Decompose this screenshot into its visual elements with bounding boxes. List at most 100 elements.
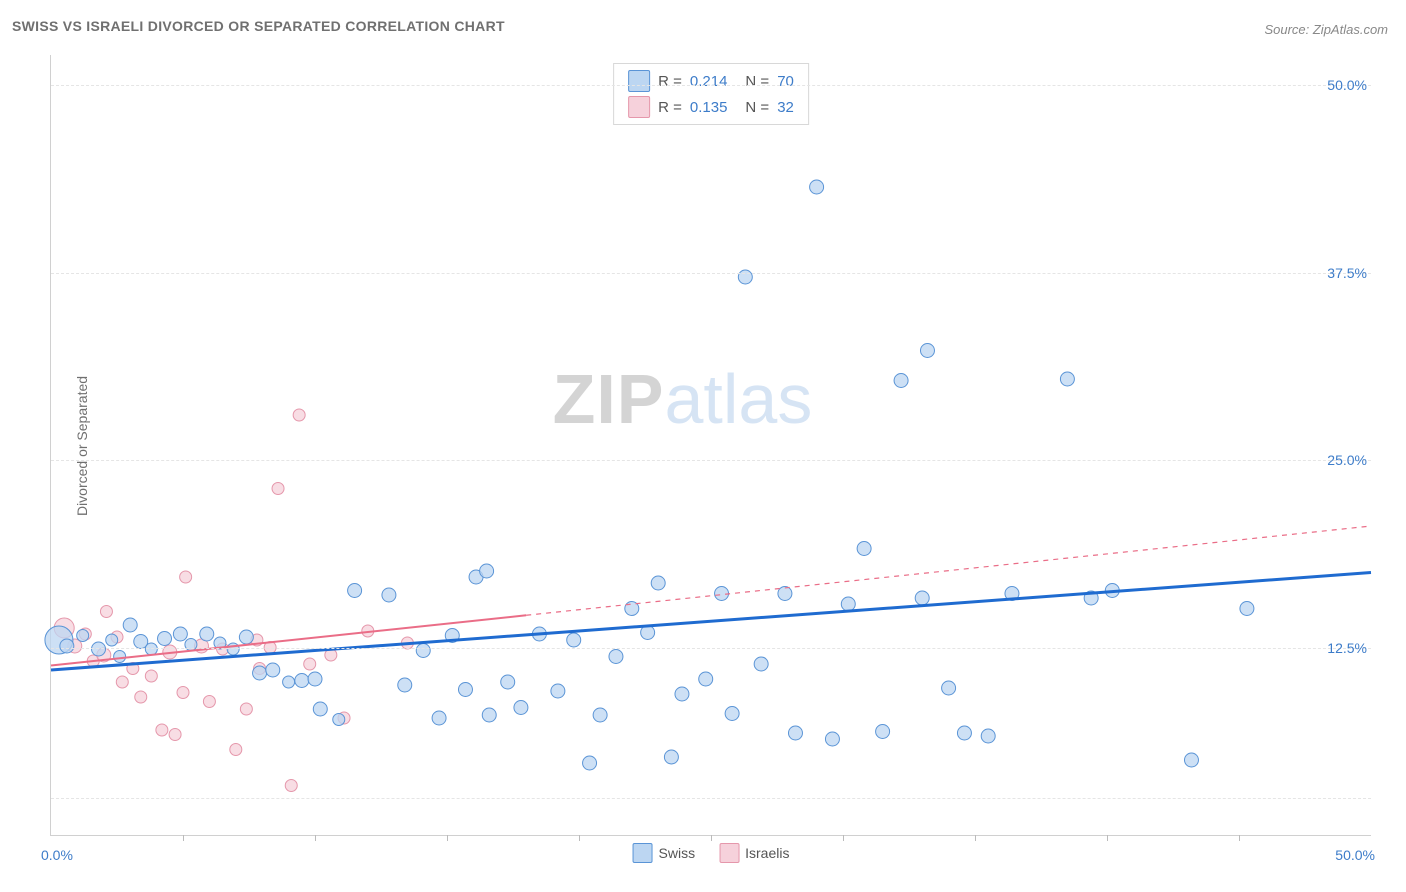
stat-r-label: R = <box>658 99 682 116</box>
stats-row-israelis: R = 0.135 N = 32 <box>628 94 794 120</box>
stats-legend: R = 0.214 N = 70 R = 0.135 N = 32 <box>613 63 809 125</box>
stat-r-israelis: 0.135 <box>690 99 728 116</box>
bubble <box>116 676 128 688</box>
legend-label-israelis: Israelis <box>745 845 789 861</box>
bubble <box>810 180 824 194</box>
bubble <box>203 696 215 708</box>
gridline <box>51 648 1371 649</box>
bubble <box>609 650 623 664</box>
bubble <box>304 658 316 670</box>
bubble <box>981 729 995 743</box>
bubble <box>501 675 515 689</box>
bubble <box>177 687 189 699</box>
bubble <box>514 701 528 715</box>
bubble <box>283 676 295 688</box>
bubble <box>173 627 187 641</box>
y-tick-label: 50.0% <box>1327 77 1373 93</box>
stat-n-swiss: 70 <box>777 73 794 90</box>
bubble <box>567 633 581 647</box>
bubble <box>240 703 252 715</box>
bubble <box>77 630 89 642</box>
bubble <box>725 707 739 721</box>
bubble <box>432 711 446 725</box>
bubble <box>583 756 597 770</box>
bubble <box>458 683 472 697</box>
x-tick <box>183 835 184 841</box>
x-tick <box>1239 835 1240 841</box>
y-tick-label: 37.5% <box>1327 265 1373 281</box>
bubble <box>145 670 157 682</box>
bubble <box>754 657 768 671</box>
chart-title: SWISS VS ISRAELI DIVORCED OR SEPARATED C… <box>12 18 505 34</box>
bubble <box>825 732 839 746</box>
bubble <box>123 618 137 632</box>
bubble <box>480 564 494 578</box>
x-tick <box>1107 835 1108 841</box>
bubble <box>857 542 871 556</box>
bubble <box>788 726 802 740</box>
plot-area: ZIPatlas R = 0.214 N = 70 R = 0.135 N = … <box>50 55 1371 836</box>
bubble <box>333 714 345 726</box>
swatch-israelis <box>628 96 650 118</box>
y-tick-label: 25.0% <box>1327 452 1373 468</box>
bubble <box>114 651 126 663</box>
y-tick-label: 12.5% <box>1327 640 1373 656</box>
x-tick <box>447 835 448 841</box>
bubble <box>1060 372 1074 386</box>
gridline <box>51 460 1371 461</box>
stat-r-label: R = <box>658 73 682 90</box>
bubble <box>253 666 267 680</box>
stats-row-swiss: R = 0.214 N = 70 <box>628 68 794 94</box>
legend-label-swiss: Swiss <box>659 845 696 861</box>
bubble <box>158 632 172 646</box>
bubble <box>156 724 168 736</box>
bubble <box>285 780 297 792</box>
bubble <box>876 725 890 739</box>
swatch-swiss <box>633 843 653 863</box>
gridline <box>51 798 1371 799</box>
bubble <box>145 643 157 655</box>
bubble <box>482 708 496 722</box>
legend-item-israelis: Israelis <box>719 843 789 863</box>
x-axis-min-label: 0.0% <box>41 847 73 863</box>
bubble <box>272 483 284 495</box>
bubble <box>106 634 118 646</box>
x-tick <box>579 835 580 841</box>
stat-n-label: N = <box>745 99 769 116</box>
bubble <box>169 729 181 741</box>
bubble <box>593 708 607 722</box>
bubble <box>398 678 412 692</box>
stat-n-label: N = <box>745 73 769 90</box>
bubble <box>348 584 362 598</box>
bubble <box>841 597 855 611</box>
bubble <box>92 642 106 656</box>
bubble <box>308 672 322 686</box>
x-axis-max-label: 50.0% <box>1335 847 1375 863</box>
bubble <box>957 726 971 740</box>
bubble <box>715 587 729 601</box>
x-tick <box>315 835 316 841</box>
bubble <box>942 681 956 695</box>
bubble <box>135 691 147 703</box>
plot-svg <box>51 55 1371 835</box>
bubble <box>293 409 305 421</box>
bubble <box>778 587 792 601</box>
legend-item-swiss: Swiss <box>633 843 696 863</box>
bubble <box>230 744 242 756</box>
source-attribution: Source: ZipAtlas.com <box>1264 22 1388 37</box>
bubble <box>664 750 678 764</box>
bubble <box>551 684 565 698</box>
gridline <box>51 273 1371 274</box>
bubble <box>651 576 665 590</box>
bubble <box>915 591 929 605</box>
swatch-israelis <box>719 843 739 863</box>
bubble <box>200 627 214 641</box>
bubble <box>894 374 908 388</box>
bubble <box>239 630 253 644</box>
stat-r-swiss: 0.214 <box>690 73 728 90</box>
bubble <box>920 344 934 358</box>
bubble <box>185 639 197 651</box>
series-legend: Swiss Israelis <box>633 843 790 863</box>
x-tick <box>843 835 844 841</box>
bubble <box>1240 602 1254 616</box>
